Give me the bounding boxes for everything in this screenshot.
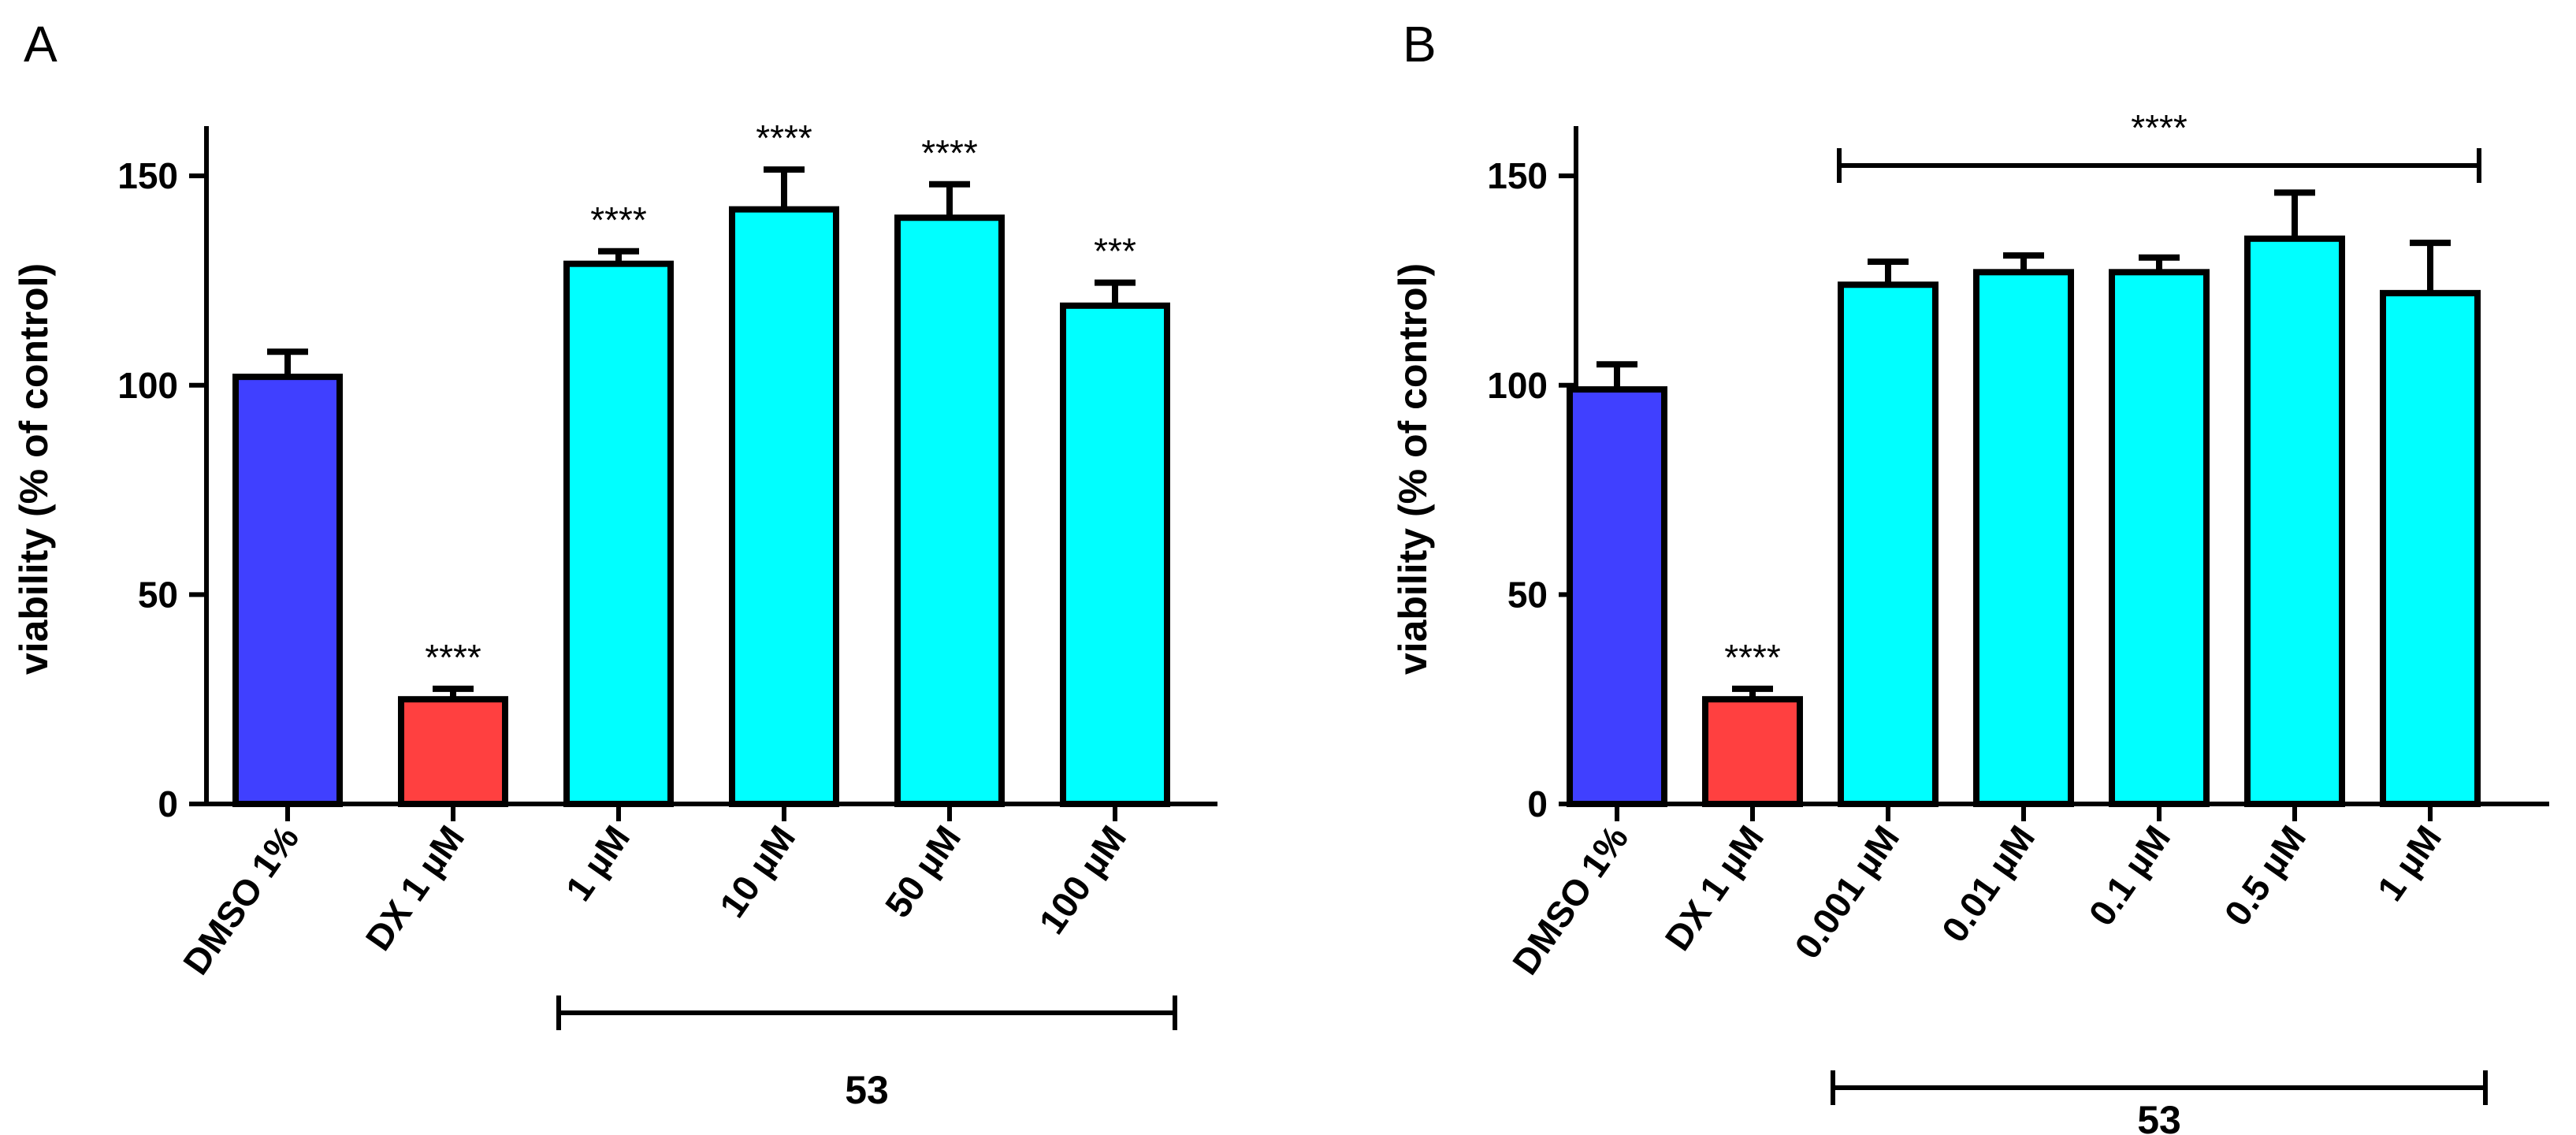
y-tick-label: 50 <box>138 574 178 615</box>
bar <box>563 260 674 807</box>
bar <box>1702 696 1803 807</box>
significance-label: **** <box>425 637 481 678</box>
y-tick-label: 0 <box>158 783 178 824</box>
significance-label: **** <box>756 117 812 158</box>
bar <box>2244 235 2345 807</box>
bracket-significance: **** <box>2131 107 2188 148</box>
bar <box>2109 269 2210 807</box>
category-label: 0.01 µM <box>1934 818 2043 950</box>
bar <box>232 374 343 807</box>
category-label: 10 µM <box>712 818 803 925</box>
y-axis-title: viability (% of control) <box>12 263 56 675</box>
bar <box>1838 281 1939 807</box>
y-tick-label: 100 <box>1487 365 1548 406</box>
bar <box>729 206 839 807</box>
bar <box>1060 302 1170 807</box>
significance-label: **** <box>1724 637 1781 678</box>
panel-letter: A <box>24 16 58 73</box>
panel-letter: B <box>1403 16 1437 73</box>
y-tick-label: 0 <box>1527 783 1548 824</box>
bar <box>894 214 1005 807</box>
bar <box>1567 386 1667 807</box>
bar <box>1973 269 2074 807</box>
y-axis-title: viability (% of control) <box>1391 263 1435 675</box>
category-label: DX 1 µM <box>1656 818 1771 958</box>
bar <box>2380 289 2481 807</box>
y-tick-label: 100 <box>117 365 178 406</box>
category-label: 1 µM <box>557 818 637 908</box>
category-label: DX 1 µM <box>357 818 472 958</box>
significance-label: **** <box>921 132 978 173</box>
category-label: 0.1 µM <box>2080 818 2178 933</box>
bar <box>398 696 508 807</box>
category-label: 0.5 µM <box>2216 818 2314 933</box>
category-label: 0.001 µM <box>1786 818 1907 966</box>
category-label: DMSO 1% <box>1504 818 1636 982</box>
significance-label: **** <box>590 199 647 240</box>
category-label: 50 µM <box>877 818 968 925</box>
significance-label: *** <box>1094 231 1136 272</box>
category-label: 1 µM <box>2369 818 2449 908</box>
y-tick-label: 150 <box>1487 155 1548 196</box>
y-tick-label: 50 <box>1507 574 1548 615</box>
group-label: 53 <box>845 1068 889 1112</box>
group-label: 53 <box>2137 1098 2181 1135</box>
category-label: DMSO 1% <box>175 818 307 982</box>
y-tick-label: 150 <box>117 155 178 196</box>
category-label: 100 µM <box>1031 818 1134 941</box>
